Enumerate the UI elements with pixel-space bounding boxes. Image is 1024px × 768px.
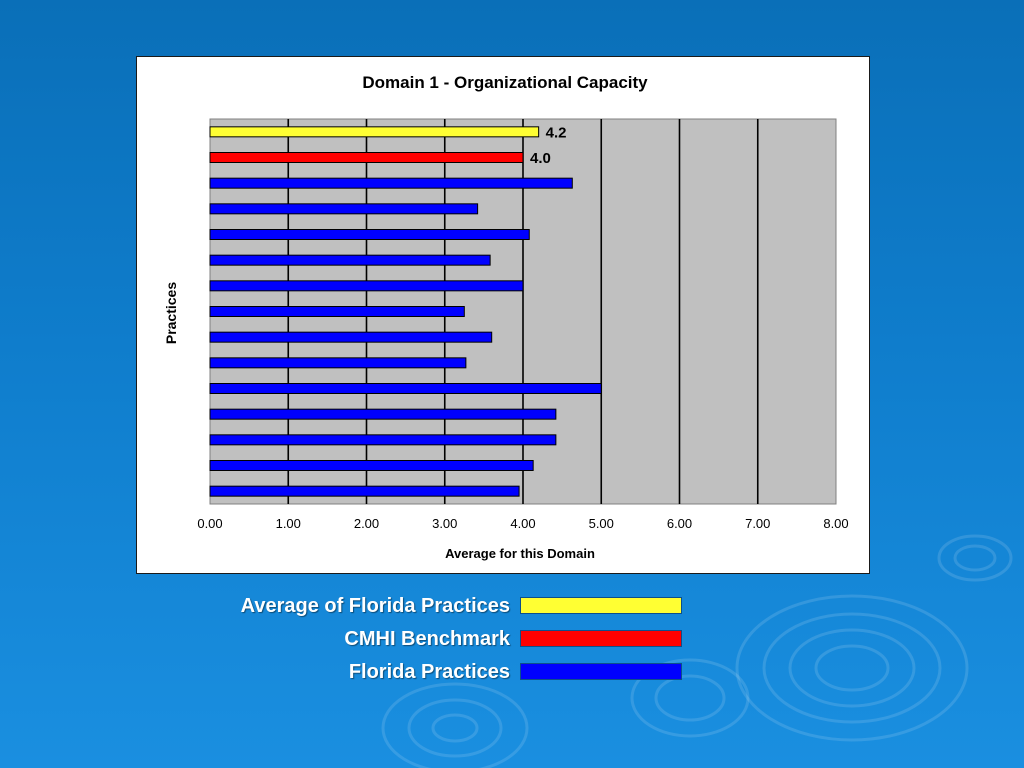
- bar: [209, 434, 557, 446]
- x-tick-label: 5.00: [589, 516, 614, 531]
- legend-label: Average of Florida Practices: [240, 595, 510, 617]
- x-tick-label: 7.00: [745, 516, 770, 531]
- chart-panel: Domain 1 - Organizational Capacity Pract…: [136, 56, 870, 574]
- bar: [209, 357, 467, 369]
- bar: [209, 460, 534, 471]
- bar: [209, 280, 524, 292]
- bar: [209, 254, 491, 266]
- legend-item-florida-practices: Florida Practices: [150, 660, 690, 684]
- legend-label: CMHI Benchmark: [344, 628, 510, 650]
- bar: [209, 203, 479, 215]
- bar: [209, 331, 493, 343]
- x-tick-label: 2.00: [354, 516, 379, 531]
- x-tick-label: 6.00: [667, 516, 692, 531]
- x-axis-label: Average for this Domain: [445, 546, 595, 561]
- bar-chart: Domain 1 - Organizational Capacity Pract…: [163, 73, 849, 561]
- bar: [209, 126, 540, 138]
- x-tick-label: 4.00: [510, 516, 535, 531]
- legend-swatch-red: [520, 630, 682, 647]
- bar: [209, 152, 524, 163]
- x-tick-label: 3.00: [432, 516, 457, 531]
- legend-swatch-yellow: [520, 597, 682, 614]
- legend-label: Florida Practices: [348, 661, 510, 683]
- legend-item-average: Average of Florida Practices: [150, 594, 690, 618]
- bar-value-label: 4.2: [546, 124, 567, 141]
- bar: [209, 177, 573, 189]
- bar-value-label: 4.0: [530, 150, 551, 167]
- x-tick-label: 0.00: [197, 516, 222, 531]
- legend-swatch-blue: [520, 663, 682, 680]
- legend-item-benchmark: CMHI Benchmark: [150, 627, 690, 651]
- bar: [209, 383, 602, 394]
- x-tick-label: 1.00: [276, 516, 301, 531]
- y-axis-label: Practices: [163, 282, 179, 344]
- bar: [209, 408, 557, 420]
- chart-title: Domain 1 - Organizational Capacity: [362, 73, 648, 92]
- bar: [209, 485, 520, 497]
- bar: [209, 229, 530, 240]
- x-tick-label: 8.00: [823, 516, 848, 531]
- bar: [209, 306, 465, 317]
